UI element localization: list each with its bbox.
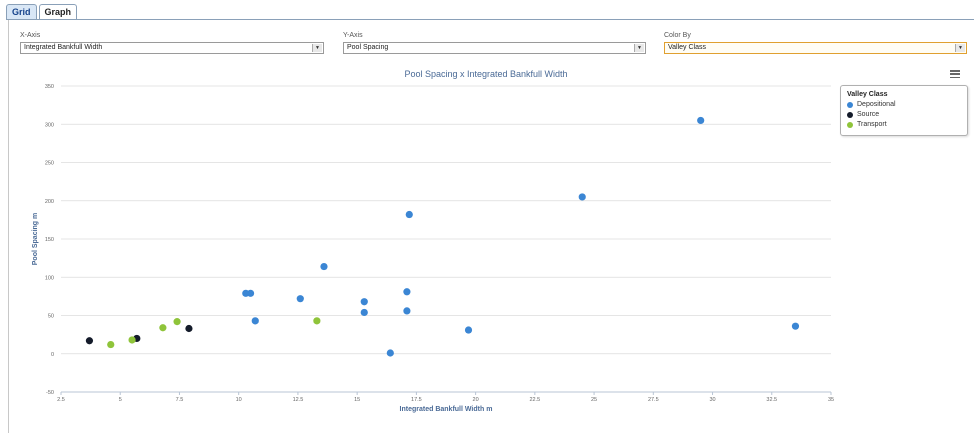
tab-divider (6, 19, 974, 20)
tab-grid[interactable]: Grid (6, 4, 37, 20)
y-tick-label: 150 (45, 237, 54, 243)
y-tick-label: 0 (51, 352, 54, 358)
chevron-down-icon[interactable]: ▼ (955, 44, 965, 52)
x-tick-label: 17.5 (411, 397, 422, 403)
y-tick-labels: -50 0 50 100 150 200 250 300 350 (45, 84, 54, 396)
legend: Valley Class Depositional Source Transpo… (840, 85, 968, 136)
tab-graph[interactable]: Graph (38, 4, 78, 20)
data-point-depositional[interactable] (320, 262, 328, 271)
x-tick-labels: 2.5 5 7.5 10 12.5 15 17.5 20 22.5 25 27.5 30 32.5 35 (57, 392, 834, 403)
y-axis-label: Y-Axis (343, 32, 363, 39)
data-point-depositional[interactable] (697, 116, 705, 125)
data-point-source[interactable] (185, 324, 193, 333)
color-by-value: Valley Class (668, 44, 706, 51)
data-point-depositional[interactable] (405, 210, 413, 219)
legend-item-transport[interactable]: Transport (847, 120, 967, 130)
y-tick-label: 100 (45, 275, 54, 281)
data-point-transport[interactable] (313, 317, 321, 325)
legend-label-depositional: Depositional (857, 101, 896, 108)
x-axis-title: Integrated Bankfull Width m (400, 406, 493, 413)
x-tick-label: 5 (119, 397, 122, 403)
data-point-transport[interactable] (128, 336, 136, 344)
y-axis-select[interactable]: Pool Spacing ▼ (343, 42, 646, 54)
x-tick-label: 10 (236, 397, 242, 403)
data-point-source[interactable] (133, 334, 141, 343)
data-point-depositional[interactable] (246, 289, 255, 297)
hamburger-menu-icon[interactable] (950, 70, 960, 79)
x-tick-label: 12.5 (293, 397, 304, 403)
data-point-depositional[interactable] (360, 298, 368, 306)
legend-dot-transport (847, 122, 853, 128)
x-tick-label: 27.5 (648, 397, 659, 403)
x-tick-label: 22.5 (529, 397, 540, 403)
x-tick-label: 15 (354, 397, 360, 403)
chevron-down-icon[interactable]: ▼ (312, 44, 322, 52)
data-point-depositional[interactable] (791, 322, 800, 330)
chevron-down-icon[interactable]: ▼ (634, 44, 644, 52)
color-by-select[interactable]: Valley Class ▼ (664, 42, 967, 54)
legend-item-source[interactable]: Source (847, 110, 967, 120)
legend-label-source: Source (857, 111, 880, 118)
data-point-depositional[interactable] (296, 295, 304, 303)
x-axis-control: X-Axis Integrated Bankfull Width ▼ (20, 32, 324, 54)
x-axis-select[interactable]: Integrated Bankfull Width ▼ (20, 42, 324, 54)
data-point-depositional[interactable] (403, 288, 411, 296)
grid-lines (61, 85, 831, 393)
x-tick-label: 20 (473, 397, 479, 403)
data-point-transport[interactable] (107, 340, 115, 349)
data-point-transport[interactable] (159, 324, 167, 332)
data-point-depositional[interactable] (464, 326, 473, 334)
legend-dot-source (847, 112, 853, 118)
y-tick-label: 300 (45, 122, 54, 128)
legend-dot-depositional (847, 102, 853, 108)
x-tick-label: 2.5 (57, 397, 65, 403)
data-point-depositional[interactable] (403, 307, 411, 315)
data-point-transport[interactable] (173, 318, 181, 326)
data-point-depositional[interactable] (251, 317, 259, 325)
y-axis-value: Pool Spacing (347, 44, 389, 51)
y-tick-label: 50 (48, 314, 54, 320)
panel-border (8, 20, 9, 433)
data-point-depositional[interactable] (578, 193, 586, 201)
data-point-depositional[interactable] (360, 308, 368, 317)
legend-item-depositional[interactable]: Depositional (847, 100, 967, 110)
x-tick-label: 7.5 (176, 397, 184, 403)
data-point-depositional[interactable] (386, 349, 394, 357)
y-tick-label: 250 (45, 161, 54, 167)
x-axis-label: X-Axis (20, 32, 41, 39)
x-tick-label: 35 (828, 397, 834, 403)
y-tick-label: 350 (45, 84, 54, 90)
x-axis-value: Integrated Bankfull Width (24, 44, 103, 51)
data-point-depositional[interactable] (242, 289, 250, 297)
data-point-source[interactable] (85, 337, 94, 345)
x-tick-label: 25 (591, 397, 597, 403)
color-by-control: Color By Valley Class ▼ (664, 32, 967, 54)
y-axis-control: Y-Axis Pool Spacing ▼ (343, 32, 646, 54)
legend-title: Valley Class (847, 91, 888, 98)
legend-label-transport: Transport (857, 121, 887, 128)
color-by-label: Color By (664, 32, 691, 39)
x-tick-label: 30 (709, 397, 715, 403)
x-tick-label: 32.5 (766, 397, 777, 403)
y-tick-label: 200 (45, 199, 54, 205)
chart-title: Pool Spacing x Integrated Bankfull Width (404, 69, 567, 79)
y-tick-label: -50 (46, 390, 54, 396)
y-axis-title: Pool Spacing m (32, 213, 39, 266)
data-points (85, 116, 800, 357)
tab-bar: Grid Graph (6, 4, 78, 20)
